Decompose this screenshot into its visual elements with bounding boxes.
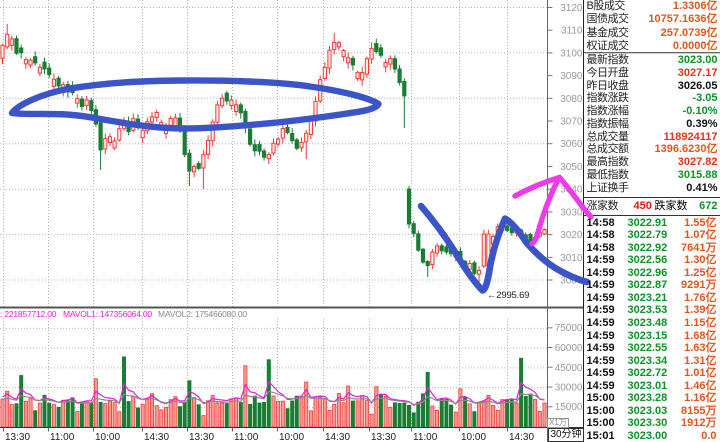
svg-text:30000: 30000 [555, 383, 583, 394]
svg-text:3010: 3010 [560, 253, 583, 264]
svg-text:10:00: 10:00 [279, 432, 304, 442]
svg-text:11:00: 11:00 [50, 432, 75, 442]
svg-text:3030: 3030 [560, 207, 583, 218]
svg-text:3120: 3120 [560, 3, 583, 14]
svg-text:14:30: 14:30 [325, 432, 350, 442]
svg-text:3100: 3100 [560, 48, 583, 59]
svg-text:3060: 3060 [560, 139, 583, 150]
svg-text:3070: 3070 [560, 117, 583, 128]
svg-text:14:30: 14:30 [509, 432, 534, 442]
svg-text:13:30: 13:30 [189, 432, 214, 442]
svg-text:45000: 45000 [555, 363, 583, 374]
svg-text:11:00: 11:00 [234, 432, 259, 442]
svg-text:60000: 60000 [555, 343, 583, 354]
svg-text:3110: 3110 [561, 26, 583, 37]
svg-text:11:00: 11:00 [413, 432, 438, 442]
svg-text:3090: 3090 [560, 71, 583, 82]
svg-text:13:30: 13:30 [371, 432, 396, 442]
svg-text:3000: 3000 [560, 276, 583, 287]
svg-text:3080: 3080 [560, 94, 583, 105]
svg-text:10:00: 10:00 [461, 432, 486, 442]
svg-text:75000: 75000 [555, 323, 583, 334]
svg-text:3050: 3050 [560, 162, 583, 173]
svg-text:15000: 15000 [555, 402, 583, 413]
svg-text:3020: 3020 [560, 230, 583, 241]
svg-text:14:30: 14:30 [144, 432, 169, 442]
svg-text:13:30: 13:30 [5, 432, 30, 442]
svg-text:10:00: 10:00 [95, 432, 120, 442]
